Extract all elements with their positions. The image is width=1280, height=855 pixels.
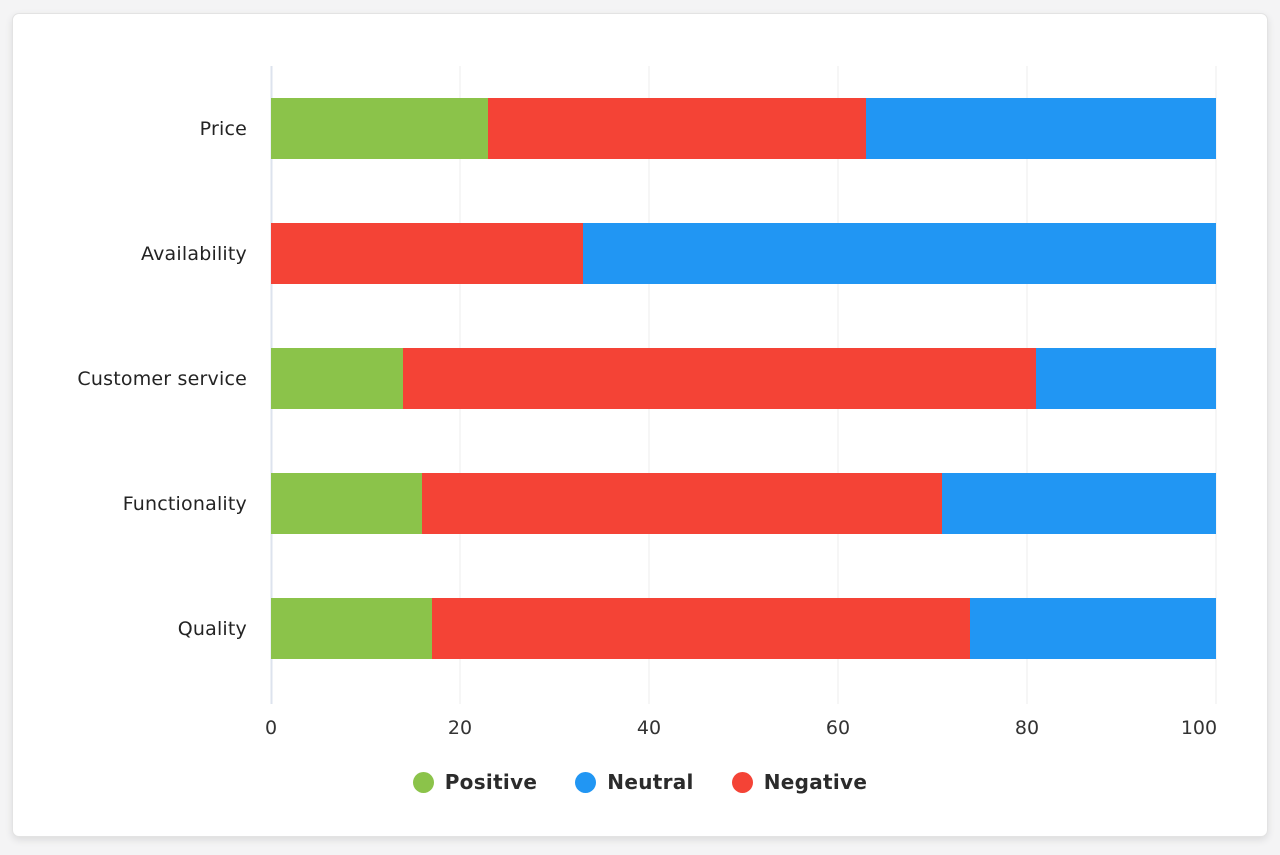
- legend-item-neutral[interactable]: Neutral: [575, 770, 693, 794]
- legend-label: Neutral: [607, 770, 694, 794]
- bar-segment-neutral[interactable]: [582, 223, 1216, 284]
- bar-segment-negative[interactable]: [403, 348, 1037, 409]
- stacked-bar: [271, 473, 1216, 534]
- legend-marker-negative: [731, 771, 753, 793]
- x-tick-label: 20: [447, 717, 473, 739]
- gridline: [1215, 66, 1217, 704]
- legend-label: Negative: [763, 770, 868, 794]
- bar-segment-positive[interactable]: [271, 598, 432, 659]
- x-tick-label: 60: [825, 717, 851, 739]
- legend-marker-neutral: [575, 771, 597, 793]
- bar-segment-negative[interactable]: [271, 223, 583, 284]
- x-axis-tick-labels: 0 20 40 60 80 100: [265, 717, 1218, 747]
- bar-row: [271, 566, 1216, 691]
- category-labels: Price Availability Customer service Functio…: [13, 66, 247, 691]
- bar-segment-negative[interactable]: [431, 598, 971, 659]
- category-label: Customer service: [77, 367, 247, 390]
- stacked-bar: [271, 598, 1216, 659]
- legend-label: Positive: [444, 770, 538, 794]
- bar-segment-neutral[interactable]: [866, 98, 1216, 159]
- stacked-bar: [271, 98, 1216, 159]
- x-tick-label: 40: [636, 717, 662, 739]
- stacked-bar: [271, 223, 1216, 284]
- legend: Positive Neutral Negative: [13, 770, 1267, 794]
- legend-item-negative[interactable]: Negative: [731, 770, 868, 794]
- x-tick-label: 0: [264, 717, 278, 739]
- chart-card: Price Availability Customer service Functio…: [12, 13, 1268, 837]
- category-label: Price: [199, 117, 247, 140]
- category-label: Availability: [141, 242, 247, 265]
- bar-segment-negative[interactable]: [488, 98, 867, 159]
- bar-segment-positive[interactable]: [271, 473, 423, 534]
- bar-segment-neutral[interactable]: [970, 598, 1216, 659]
- bar-segment-negative[interactable]: [422, 473, 942, 534]
- stacked-bar-chart: Price Availability Customer service Functio…: [13, 14, 1267, 836]
- bar-row: [271, 191, 1216, 316]
- plot-area: [270, 66, 1217, 704]
- bar-row: [271, 66, 1216, 191]
- x-tick-label: 80: [1014, 717, 1040, 739]
- category-label: Quality: [177, 617, 247, 640]
- legend-marker-positive: [412, 771, 434, 793]
- bar-segment-neutral[interactable]: [941, 473, 1216, 534]
- category-label: Functionality: [122, 492, 247, 515]
- legend-item-positive[interactable]: Positive: [412, 770, 538, 794]
- x-tick-label: 100: [1180, 717, 1218, 739]
- bar-segment-positive[interactable]: [271, 98, 489, 159]
- bars-layer: [271, 66, 1216, 691]
- bar-segment-positive[interactable]: [271, 348, 404, 409]
- bar-row: [271, 441, 1216, 566]
- stacked-bar: [271, 348, 1216, 409]
- bar-row: [271, 316, 1216, 441]
- bar-segment-neutral[interactable]: [1036, 348, 1216, 409]
